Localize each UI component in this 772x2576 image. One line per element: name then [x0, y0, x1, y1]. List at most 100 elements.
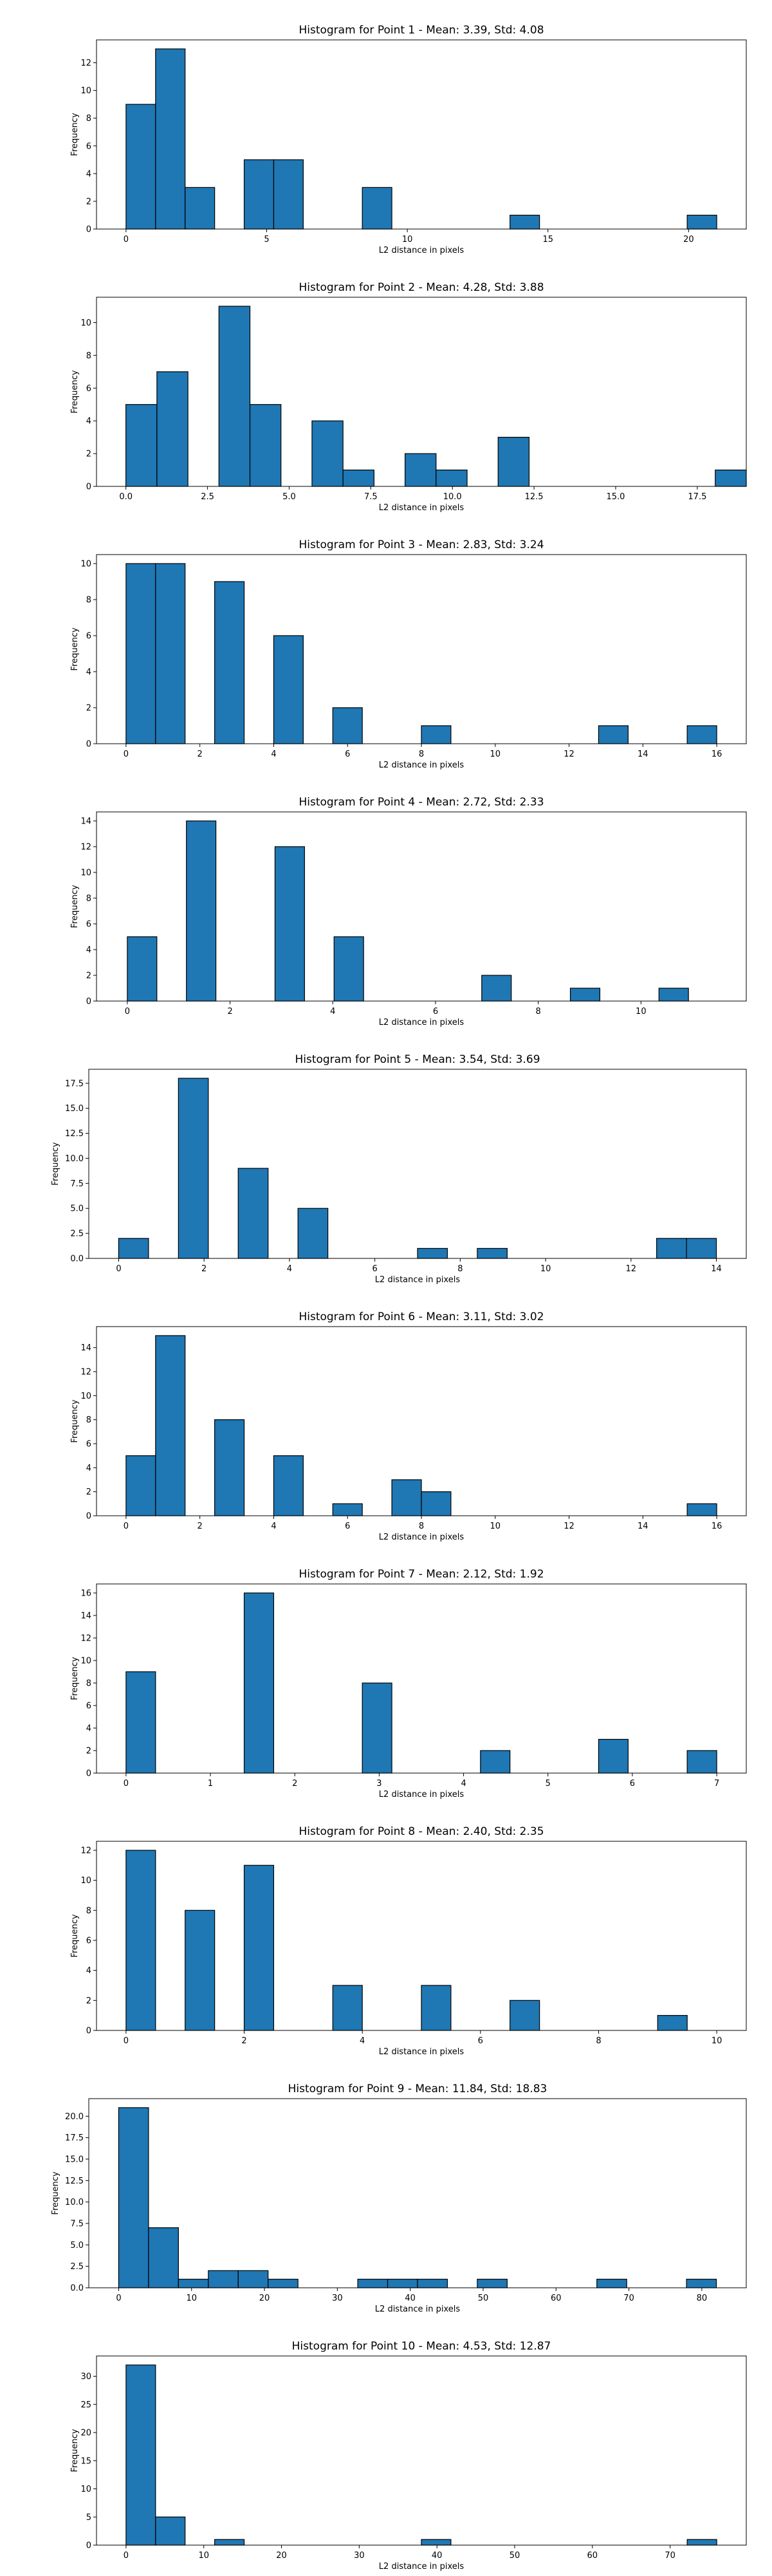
y-tick-label: 2 [86, 1747, 91, 1756]
x-tick-label: 12.5 [525, 492, 544, 502]
x-tick-label: 0 [124, 235, 129, 244]
x-tick-label: 4 [461, 1779, 466, 1789]
y-tick-label: 12 [80, 1368, 91, 1377]
y-tick-label: 6 [86, 920, 91, 930]
histogram-bar [125, 104, 156, 230]
x-tick-label: 15.0 [607, 492, 625, 502]
x-tick-label: 2.5 [201, 492, 214, 502]
x-axis-label: L2 distance in pixels [379, 1532, 464, 1542]
x-tick-label: 16 [712, 750, 722, 759]
histogram-bar [362, 1682, 392, 1774]
histogram-panel: Histogram for Point 10 - Mean: 4.53, Std… [70, 2340, 747, 2571]
axes-frame [96, 39, 747, 230]
x-tick-label: 14 [711, 1264, 722, 1274]
histogram-bar [598, 1738, 629, 1774]
histogram-bar [125, 1455, 156, 1516]
histogram-bar [421, 1491, 452, 1516]
x-tick-label: 10 [198, 2551, 209, 2561]
histogram-bar [686, 725, 717, 744]
x-axis-label: L2 distance in pixels [379, 1018, 464, 1027]
y-tick-label: 0 [86, 2027, 91, 2036]
histogram-bar [436, 469, 468, 487]
x-tick-label: 6 [345, 1522, 350, 1531]
histogram-bar [274, 846, 305, 1002]
histogram-bar [686, 1750, 717, 1774]
x-axis-label: L2 distance in pixels [375, 2305, 461, 2314]
histogram-bar [686, 214, 717, 230]
y-tick-label: 10 [80, 869, 91, 878]
y-tick-label: 12.5 [65, 1129, 84, 1139]
x-tick-label: 8 [419, 1522, 424, 1531]
y-tick-label: 6 [86, 1440, 91, 1449]
x-tick-label: 40 [432, 2551, 443, 2561]
x-tick-label: 10 [490, 750, 501, 759]
y-tick-label: 6 [86, 632, 91, 641]
histogram-panel: Histogram for Point 3 - Mean: 2.83, Std:… [70, 538, 747, 770]
x-tick-label: 6 [345, 750, 350, 759]
y-tick-label: 10 [80, 1657, 91, 1666]
x-tick-label: 14 [638, 750, 648, 759]
histogram-bar [243, 1592, 275, 1774]
y-tick-label: 0 [86, 1769, 91, 1779]
y-tick-label: 0 [86, 2541, 91, 2551]
histogram-bar [214, 581, 245, 744]
y-tick-label: 30 [80, 2372, 91, 2382]
histogram-bar [218, 306, 251, 487]
histogram-panel: Histogram for Point 1 - Mean: 3.39, Std:… [70, 24, 747, 255]
y-tick-label: 10.0 [65, 1154, 84, 1164]
y-tick-label: 0 [86, 997, 91, 1007]
histogram-bar [155, 563, 186, 744]
histogram-bar [155, 2516, 186, 2546]
x-tick-label: 30 [354, 2551, 365, 2561]
x-axis-label: L2 distance in pixels [379, 503, 464, 513]
x-tick-label: 2 [198, 750, 203, 759]
histogram-panel: Histogram for Point 5 - Mean: 3.54, Std:… [51, 1053, 747, 1285]
x-axis-label: L2 distance in pixels [375, 1275, 461, 1285]
histogram-bar [686, 1238, 717, 1259]
y-tick-label: 5 [86, 2513, 91, 2523]
histogram-bar [362, 187, 392, 230]
x-tick-label: 0 [124, 2036, 129, 2046]
histogram-panel: Histogram for Point 2 - Mean: 4.28, Std:… [70, 281, 747, 513]
y-tick-label: 2 [86, 450, 91, 459]
y-tick-label: 7.5 [70, 2220, 84, 2229]
y-tick-label: 5.0 [70, 1204, 84, 1214]
y-tick-label: 10 [80, 86, 91, 96]
x-tick-label: 6 [433, 1007, 438, 1017]
histogram-bar [658, 988, 689, 1002]
y-tick-label: 0.0 [70, 1255, 84, 1264]
x-tick-label: 15 [542, 235, 553, 244]
y-tick-label: 8 [86, 894, 91, 904]
histogram-bar [185, 1909, 216, 2031]
y-tick-label: 8 [86, 596, 91, 605]
x-tick-label: 8 [596, 2036, 601, 2046]
histogram-panel: Histogram for Point 9 - Mean: 11.84, Std… [51, 2083, 747, 2314]
y-axis-label: Frequency [70, 1399, 80, 1442]
y-tick-label: 10 [80, 1876, 91, 1886]
histogram-bar [480, 1750, 511, 1774]
y-tick-label: 5.0 [70, 2241, 84, 2250]
axes-frame [96, 297, 747, 487]
y-tick-label: 17.5 [65, 1079, 84, 1089]
histogram-panel: Histogram for Point 7 - Mean: 2.12, Std:… [70, 1568, 747, 1799]
histogram-bar [125, 1850, 156, 2031]
x-tick-label: 4 [330, 1007, 335, 1017]
y-tick-label: 6 [86, 142, 91, 151]
x-tick-label: 80 [697, 2294, 708, 2303]
y-tick-label: 2.5 [70, 1229, 84, 1239]
y-tick-label: 12.5 [65, 2176, 84, 2186]
x-tick-label: 50 [478, 2294, 489, 2303]
chart-title: Histogram for Point 10 - Mean: 4.53, Std… [292, 2340, 551, 2353]
histogram-bar [477, 1247, 508, 1259]
x-tick-label: 10 [636, 1007, 647, 1017]
x-tick-label: 60 [551, 2294, 562, 2303]
x-tick-label: 2 [292, 1779, 297, 1789]
histogram-bar [155, 1335, 186, 1516]
histogram-bar [510, 2000, 540, 2031]
y-tick-label: 10 [80, 2485, 91, 2494]
x-tick-label: 6 [372, 1264, 377, 1274]
x-tick-label: 10 [540, 1264, 551, 1274]
x-tick-label: 2 [198, 1522, 203, 1531]
histogram-bar [243, 1864, 275, 2031]
